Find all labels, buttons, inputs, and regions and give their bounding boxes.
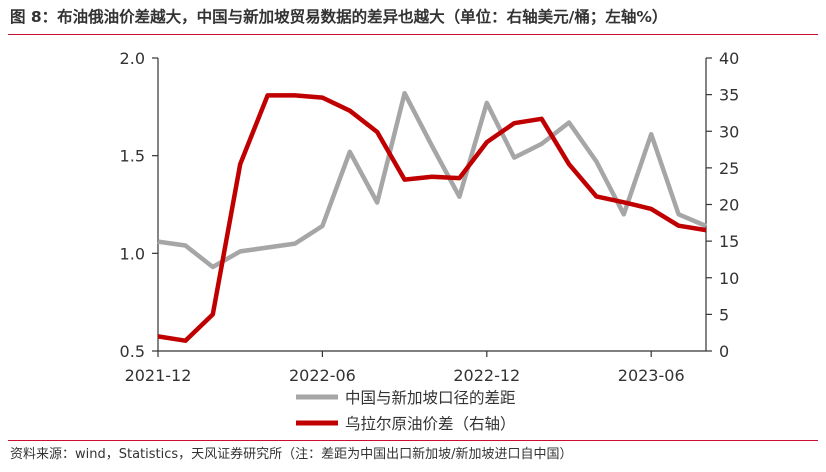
series (157, 90, 707, 343)
x-tick-label: 2023-06 (618, 366, 685, 385)
right-tick-label: 10 (719, 269, 739, 288)
figure-title: 图 8：布油俄油价差越大，中国与新加坡贸易数据的差异也越大（单位：右轴美元/桶；… (10, 8, 668, 26)
x-tick-label: 2022-12 (453, 366, 520, 385)
ticks: 0.5 1.0 1.5 2.0 0 5 10 15 20 25 30 35 40 2021-12 2022-… (120, 49, 740, 385)
legend: 中国与新加坡口径的差距 乌拉尔原油价差（右轴） (296, 389, 516, 433)
series-line-gray (157, 90, 707, 270)
x-tick-label: 2021-12 (125, 366, 192, 385)
right-tick-label: 15 (719, 232, 739, 251)
legend-label-red: 乌拉尔原油价差（右轴） (345, 415, 516, 433)
right-tick-label: 30 (719, 122, 739, 141)
left-tick-label: 1.0 (120, 244, 145, 263)
chart: 0.5 1.0 1.5 2.0 0 5 10 15 20 25 30 35 40 2021-12 2022-… (120, 49, 740, 433)
left-tick-label: 2.0 (120, 49, 145, 68)
legend-label-gray: 中国与新加坡口径的差距 (345, 389, 516, 407)
right-tick-label: 0 (719, 342, 729, 361)
title-divider (8, 34, 818, 35)
left-tick-label: 1.5 (120, 147, 145, 166)
left-tick-label: 0.5 (120, 342, 145, 361)
source-divider (8, 440, 818, 441)
source-note: 资料来源：wind，Statistics，天风证券研究所（注：差距为中国出口新加… (10, 447, 573, 462)
right-tick-label: 35 (719, 86, 739, 105)
right-tick-label: 20 (719, 196, 739, 215)
right-tick-label: 40 (719, 49, 739, 68)
series-line-red (157, 93, 707, 343)
x-tick-label: 2022-06 (289, 366, 356, 385)
right-tick-label: 25 (719, 159, 739, 178)
right-tick-label: 5 (719, 305, 729, 324)
